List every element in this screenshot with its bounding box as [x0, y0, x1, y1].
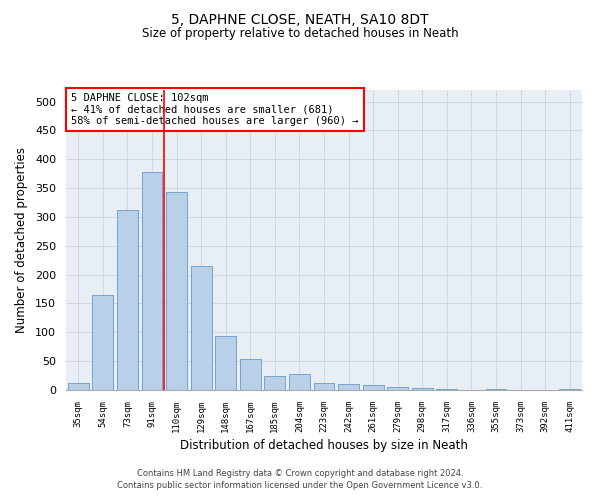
Bar — [117, 210, 138, 390]
Bar — [68, 382, 89, 390]
Text: Size of property relative to detached houses in Neath: Size of property relative to detached ho… — [142, 28, 458, 40]
X-axis label: Distribution of detached houses by size in Neath: Distribution of detached houses by size … — [180, 439, 468, 452]
Bar — [92, 295, 113, 390]
Bar — [338, 384, 359, 390]
Text: 5, DAPHNE CLOSE, NEATH, SA10 8DT: 5, DAPHNE CLOSE, NEATH, SA10 8DT — [171, 12, 429, 26]
Text: 5 DAPHNE CLOSE: 102sqm
← 41% of detached houses are smaller (681)
58% of semi-de: 5 DAPHNE CLOSE: 102sqm ← 41% of detached… — [71, 93, 359, 126]
Bar — [142, 172, 163, 390]
Text: Contains HM Land Registry data © Crown copyright and database right 2024.: Contains HM Land Registry data © Crown c… — [137, 468, 463, 477]
Bar — [215, 336, 236, 390]
Bar — [265, 376, 286, 390]
Y-axis label: Number of detached properties: Number of detached properties — [15, 147, 28, 333]
Bar — [362, 386, 383, 390]
Text: Contains public sector information licensed under the Open Government Licence v3: Contains public sector information licen… — [118, 481, 482, 490]
Bar — [191, 266, 212, 390]
Bar — [387, 386, 408, 390]
Bar — [166, 192, 187, 390]
Bar — [240, 359, 261, 390]
Bar — [412, 388, 433, 390]
Bar — [314, 382, 334, 390]
Bar — [289, 374, 310, 390]
